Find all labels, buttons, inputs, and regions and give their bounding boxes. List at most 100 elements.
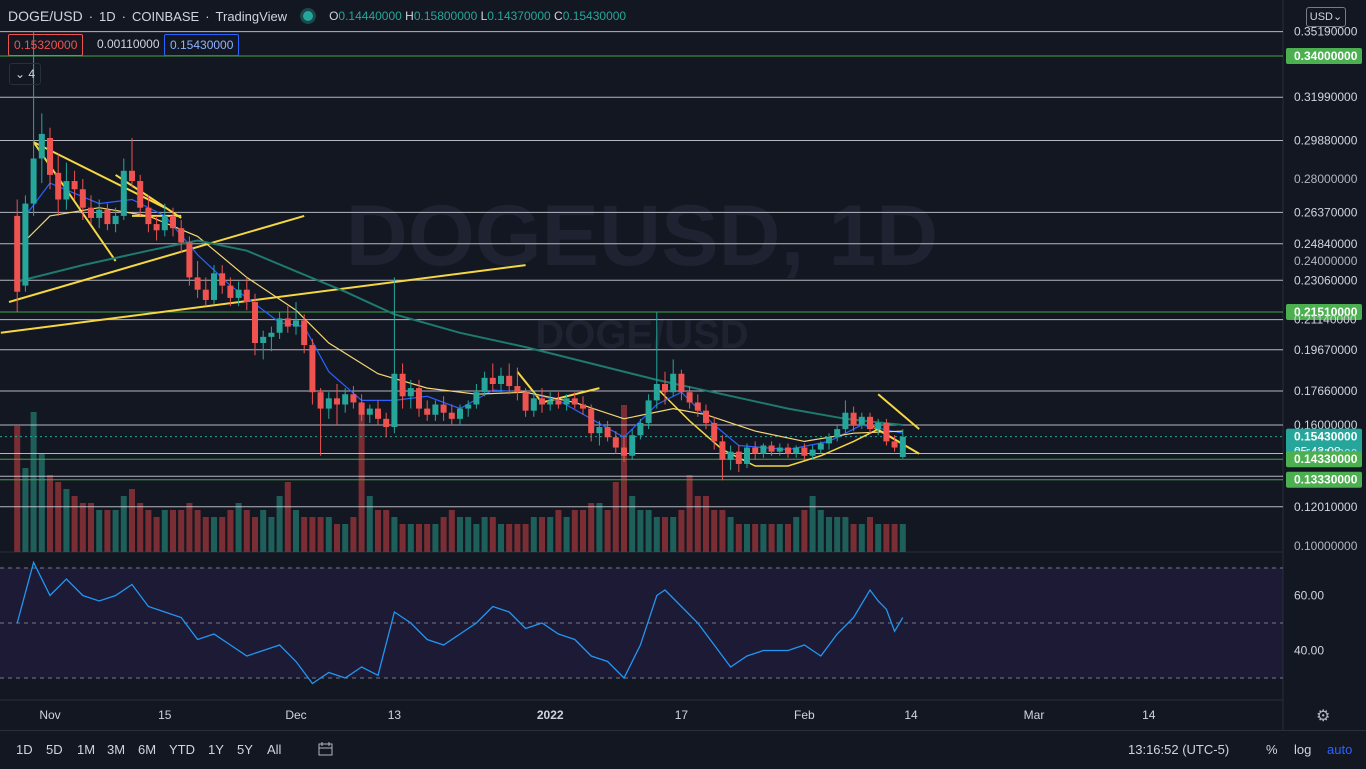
candle — [842, 400, 849, 434]
volume-bar — [735, 524, 742, 552]
candle-body — [752, 447, 759, 454]
range-all-button[interactable]: All — [267, 742, 282, 757]
date-range-icon[interactable] — [318, 742, 334, 758]
candle — [424, 400, 431, 421]
candle — [407, 379, 414, 409]
separator-dot: · — [88, 8, 94, 24]
clock-time[interactable]: 13:16:52 (UTC-5) — [1128, 742, 1230, 757]
candle-body — [612, 437, 619, 448]
volume-bar — [366, 496, 373, 552]
volume-bar — [489, 517, 496, 552]
range-1d-button[interactable]: 1D — [16, 742, 33, 757]
rsi-line — [16, 560, 904, 685]
candle — [375, 400, 381, 425]
volume-bar — [137, 503, 144, 552]
chart-canvas[interactable]: DOGEUSD, 1D DOGE/USD 60.00 40.00 Nov 15 Dec… — [0, 0, 1366, 730]
range-3m-button[interactable]: 3M — [107, 742, 126, 757]
volume-bar — [301, 517, 308, 552]
volume-bar — [268, 517, 275, 552]
chevron-down-icon: ⌄ — [1333, 11, 1343, 23]
candle-body — [506, 375, 513, 387]
candle-body — [325, 398, 332, 409]
high-label: H — [405, 9, 414, 23]
candle-body — [776, 447, 783, 452]
price-label-text: 0.15430000 — [1294, 430, 1358, 444]
candle — [268, 326, 275, 352]
volume-bar — [227, 510, 234, 552]
range-ytd-button[interactable]: YTD — [169, 742, 195, 757]
range-5d-button[interactable]: 5D — [46, 742, 63, 757]
sell-price-button[interactable]: 0.15320000 — [8, 34, 84, 56]
gear-icon[interactable]: ⚙ — [1316, 708, 1331, 725]
candle — [498, 367, 504, 393]
log-scale-toggle[interactable]: log — [1294, 742, 1312, 757]
symbol-label[interactable]: DOGE/USD — [8, 8, 83, 24]
candle-body — [178, 228, 185, 243]
volume-bar — [71, 496, 78, 552]
price-label-text: 0.23060000 — [1294, 273, 1358, 287]
range-1y-button[interactable]: 1Y — [208, 742, 224, 757]
time-tick-label: Feb — [794, 708, 815, 722]
volume-bar — [563, 517, 570, 552]
candle — [752, 441, 759, 460]
range-6m-button[interactable]: 6M — [138, 742, 157, 757]
price-label-text: 0.17660000 — [1294, 384, 1358, 398]
volume-bar — [260, 510, 267, 552]
candle — [555, 392, 562, 409]
candle — [252, 293, 258, 356]
buy-price-button[interactable]: 0.15430000 — [164, 34, 240, 56]
candle — [785, 443, 791, 458]
price-label: 0.35190000 — [1294, 25, 1358, 39]
candle — [440, 396, 447, 421]
volume-bar — [334, 524, 340, 552]
candle — [891, 435, 898, 452]
price-label: 0.34000000 — [1286, 48, 1362, 64]
auto-scale-toggle[interactable]: auto — [1327, 742, 1353, 757]
time-axis[interactable]: Nov 15 Dec 13 2022 17 Feb 14 Mar 14 — [39, 708, 1155, 722]
percent-scale-toggle[interactable]: % — [1266, 742, 1278, 757]
candle-body — [621, 447, 627, 456]
time-tick-label: Nov — [39, 708, 60, 722]
candle — [334, 384, 340, 425]
interval-label[interactable]: 1D — [99, 8, 116, 24]
candle — [71, 170, 78, 200]
candle — [325, 392, 332, 419]
volume-bar — [817, 510, 824, 552]
indicators-toggle-button[interactable]: ⌄ 4 — [9, 63, 41, 85]
candle — [612, 431, 619, 454]
candle-body — [785, 447, 791, 454]
candle-body — [350, 394, 357, 403]
range-1m-button[interactable]: 1M — [77, 742, 96, 757]
currency-select[interactable]: USD⌄ — [1306, 7, 1346, 27]
candle — [629, 429, 636, 460]
rsi-tick-label: 60.00 — [1294, 589, 1324, 603]
ohlc-values: O0.14440000 H0.15800000 L0.14370000 C0.1… — [329, 9, 626, 23]
candle — [522, 388, 529, 417]
provider-label: TradingView — [215, 8, 288, 24]
candle-body — [260, 336, 267, 343]
candle — [260, 330, 267, 360]
price-label-text: 0.21510000 — [1294, 305, 1358, 319]
candle-body — [629, 435, 636, 456]
candle-body — [604, 427, 611, 438]
candles[interactable] — [14, 31, 906, 481]
volume-bar — [129, 489, 135, 552]
volume-bar — [14, 426, 21, 552]
volume-bar — [391, 517, 398, 552]
candle-body — [539, 398, 545, 405]
price-label: 0.28000000 — [1294, 172, 1358, 186]
candle — [79, 179, 86, 220]
volume-bar — [112, 510, 119, 552]
candle — [432, 400, 439, 421]
volume-bar — [178, 510, 185, 552]
candle — [465, 400, 472, 417]
candle — [358, 394, 365, 421]
candle-body — [858, 416, 865, 425]
low-value: 0.14370000 — [487, 9, 551, 23]
candle — [621, 435, 627, 462]
price-label-text: 0.26370000 — [1294, 205, 1358, 219]
bottom-toolbar: 1D 5D 1M 3M 6M YTD 1Y 5Y All 13:16:52 (U… — [0, 730, 1366, 769]
price-axis[interactable]: 0.35190000 0.34000000 0.31990000 0.29880000… — [1286, 25, 1362, 553]
price-label-text: 0.16000000 — [1294, 418, 1358, 432]
range-5y-button[interactable]: 5Y — [237, 742, 253, 757]
